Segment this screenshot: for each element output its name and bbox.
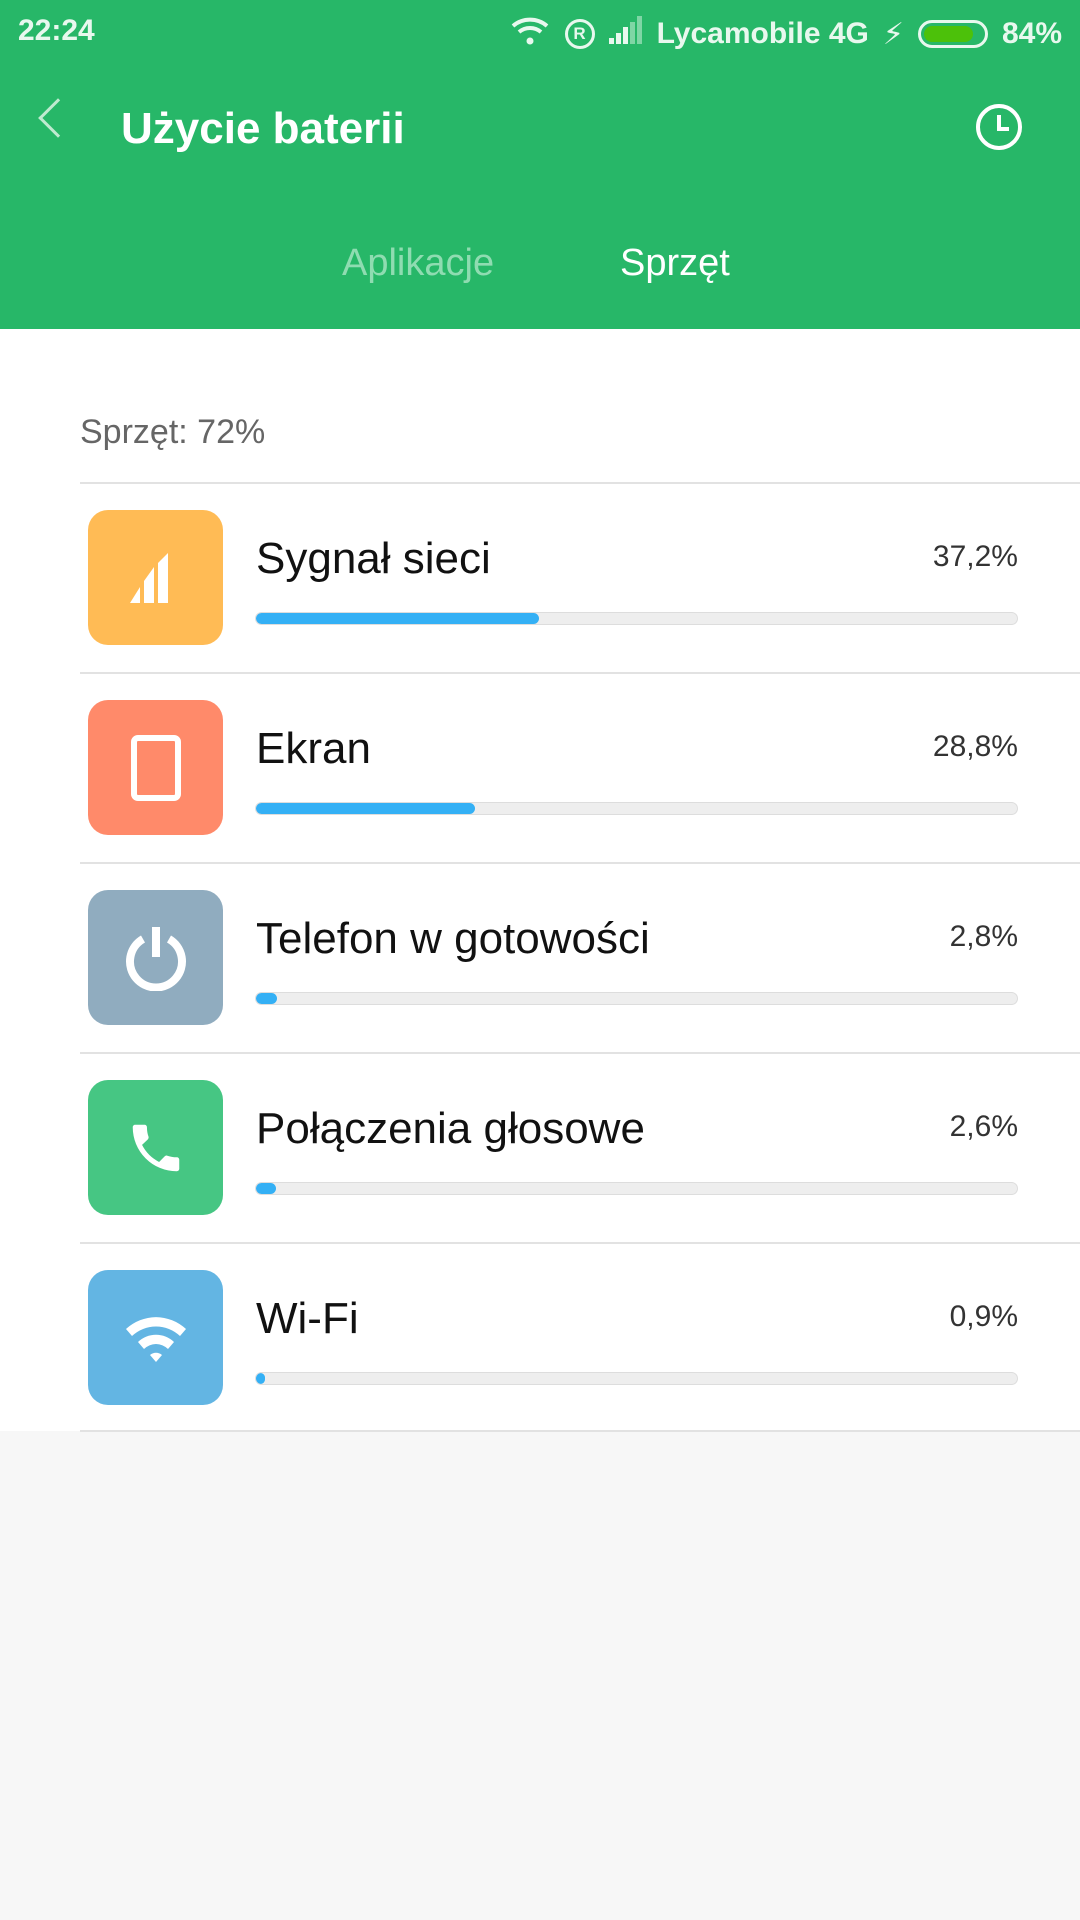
usage-bar-fill	[256, 1373, 265, 1384]
status-time: 22:24	[18, 14, 95, 47]
item-percent: 37,2%	[932, 540, 1018, 573]
item-name: Sygnał sieci	[256, 534, 491, 583]
usage-bar-fill	[256, 613, 540, 624]
carrier-name: Lycamobile 4G	[656, 17, 869, 50]
section-label: Sprzęt: 72%	[80, 413, 266, 451]
power-icon	[88, 890, 223, 1025]
usage-bar	[255, 802, 1018, 815]
list-item[interactable]: Ekran 28,8%	[80, 672, 1080, 862]
hardware-usage-list: Sprzęt: 72% Sygnał sieci 37,2% Ekran 28,…	[0, 329, 1080, 1432]
history-clock-icon[interactable]	[976, 104, 1022, 150]
list-item[interactable]: Telefon w gotowości 2,8%	[80, 862, 1080, 1052]
roaming-icon: R	[564, 19, 595, 49]
usage-bar-fill	[256, 803, 476, 814]
screen-icon	[88, 700, 223, 835]
list-item[interactable]: Sygnał sieci 37,2%	[80, 482, 1080, 672]
usage-bar	[255, 612, 1018, 625]
wifi-status-icon	[511, 14, 551, 54]
usage-bar-fill	[256, 1183, 276, 1194]
usage-bar-fill	[256, 993, 278, 1004]
battery-percent: 84%	[1001, 17, 1062, 50]
list-item[interactable]: Połączenia głosowe 2,6%	[80, 1052, 1080, 1242]
usage-bar	[255, 1372, 1018, 1385]
usage-bar	[255, 1182, 1018, 1195]
page-title: Użycie baterii	[121, 104, 405, 153]
usage-bar	[255, 992, 1018, 1005]
item-percent: 2,6%	[949, 1110, 1018, 1143]
status-bar: 22:24 R Lycamobile 4G ⚡ 84%	[0, 0, 1080, 66]
list-item[interactable]: Wi-Fi 0,9%	[80, 1242, 1080, 1432]
tab-apps[interactable]: Aplikacje	[342, 242, 495, 284]
back-button[interactable]	[38, 98, 78, 138]
tab-hardware[interactable]: Sprzęt	[620, 242, 730, 284]
item-name: Wi-Fi	[256, 1294, 359, 1343]
wifi-icon	[88, 1270, 223, 1405]
charging-icon: ⚡	[882, 17, 904, 51]
app-header: 22:24 R Lycamobile 4G ⚡ 84% Użycie bater…	[0, 0, 1080, 329]
item-name: Połączenia głosowe	[256, 1104, 645, 1153]
item-percent: 28,8%	[932, 730, 1018, 763]
phone-icon	[88, 1080, 223, 1215]
battery-icon	[917, 20, 988, 48]
cell-signal-icon	[608, 16, 643, 52]
item-percent: 2,8%	[949, 920, 1018, 953]
item-percent: 0,9%	[949, 1300, 1018, 1333]
item-name: Ekran	[256, 724, 371, 773]
signal-icon	[88, 510, 223, 645]
item-name: Telefon w gotowości	[256, 914, 650, 963]
